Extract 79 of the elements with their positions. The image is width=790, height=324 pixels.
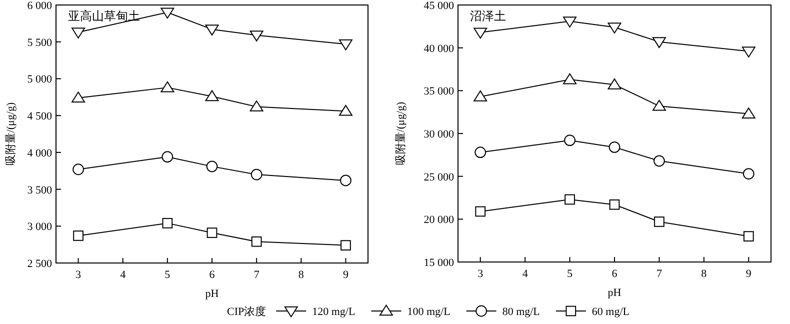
x-axis-title: pH bbox=[608, 287, 622, 299]
x-tick-label: 7 bbox=[254, 269, 260, 281]
y-tick-label: 35 000 bbox=[424, 86, 454, 98]
point bbox=[205, 24, 219, 36]
y-tick-label: 30 000 bbox=[424, 128, 454, 140]
point bbox=[654, 216, 664, 227]
point bbox=[608, 142, 620, 153]
point bbox=[340, 240, 351, 250]
point bbox=[73, 230, 84, 241]
x-tick-label: 4 bbox=[120, 269, 126, 281]
point bbox=[250, 100, 264, 112]
y-tick-label: 6 000 bbox=[27, 0, 52, 12]
y-axis-title: 吸附量/(μg/g) bbox=[395, 102, 407, 166]
legend-label: 100 mg/L bbox=[407, 306, 451, 318]
x-tick-label: 8 bbox=[298, 269, 304, 281]
point bbox=[742, 168, 754, 180]
y-tick-label: 2 500 bbox=[27, 258, 52, 270]
x-axis-title: pH bbox=[205, 288, 219, 300]
point bbox=[206, 228, 218, 238]
point bbox=[564, 194, 575, 205]
x-tick-label: 9 bbox=[746, 268, 752, 280]
point bbox=[160, 8, 174, 19]
y-tick-label: 4 500 bbox=[27, 110, 52, 123]
y-tick-label: 5 000 bbox=[27, 74, 52, 86]
point bbox=[251, 236, 262, 247]
y-tick-label: 3 000 bbox=[27, 221, 52, 234]
point bbox=[250, 30, 264, 42]
point bbox=[162, 218, 173, 228]
x-tick-label: 4 bbox=[522, 268, 528, 280]
x-tick-label: 5 bbox=[567, 268, 574, 280]
legend-label: 120 mg/L bbox=[312, 306, 356, 318]
x-tick-label: 5 bbox=[164, 269, 171, 281]
x-tick-label: 6 bbox=[612, 268, 618, 280]
point bbox=[608, 22, 622, 34]
chart-title: 沼泽土 bbox=[470, 9, 506, 23]
x-tick-label: 6 bbox=[209, 269, 216, 281]
point bbox=[609, 199, 620, 210]
y-tick-label: 3 500 bbox=[27, 184, 52, 196]
point bbox=[72, 92, 86, 103]
point bbox=[608, 78, 622, 90]
point bbox=[250, 168, 262, 180]
point bbox=[563, 16, 577, 28]
x-tick-label: 9 bbox=[342, 269, 349, 281]
legend-label: 80 mg/L bbox=[502, 306, 540, 318]
y-tick-label: 20 000 bbox=[424, 214, 454, 226]
point bbox=[338, 104, 352, 116]
x-tick-label: 3 bbox=[478, 268, 484, 280]
point bbox=[475, 206, 486, 217]
point bbox=[652, 37, 666, 48]
point bbox=[474, 90, 488, 102]
point bbox=[564, 134, 576, 146]
y-tick-label: 40 000 bbox=[424, 42, 454, 55]
point bbox=[742, 108, 756, 118]
x-tick-label: 7 bbox=[656, 268, 662, 280]
point bbox=[205, 90, 219, 102]
point bbox=[743, 231, 754, 242]
y-tick-label: 5 500 bbox=[27, 36, 52, 49]
point bbox=[742, 46, 756, 58]
point bbox=[654, 155, 665, 167]
point bbox=[340, 174, 352, 186]
point bbox=[206, 160, 218, 172]
point bbox=[162, 151, 174, 163]
x-tick-label: 3 bbox=[76, 269, 82, 281]
y-tick-label: 4 000 bbox=[27, 147, 52, 160]
point bbox=[72, 28, 86, 38]
point bbox=[652, 100, 666, 111]
point bbox=[72, 164, 84, 176]
point bbox=[474, 146, 486, 158]
x-tick-label: 8 bbox=[701, 268, 708, 280]
point bbox=[563, 73, 577, 84]
point bbox=[474, 28, 488, 39]
point bbox=[160, 81, 174, 92]
y-tick-label: 25 000 bbox=[424, 171, 454, 184]
y-tick-label: 45 000 bbox=[424, 0, 454, 12]
y-axis-title: 吸附量/(μg/g) bbox=[5, 102, 17, 166]
legend-title: CIP浓度 bbox=[227, 305, 266, 318]
legend-label: 60 mg/L bbox=[592, 306, 630, 318]
y-tick-label: 15 000 bbox=[424, 257, 454, 269]
point bbox=[338, 39, 352, 50]
